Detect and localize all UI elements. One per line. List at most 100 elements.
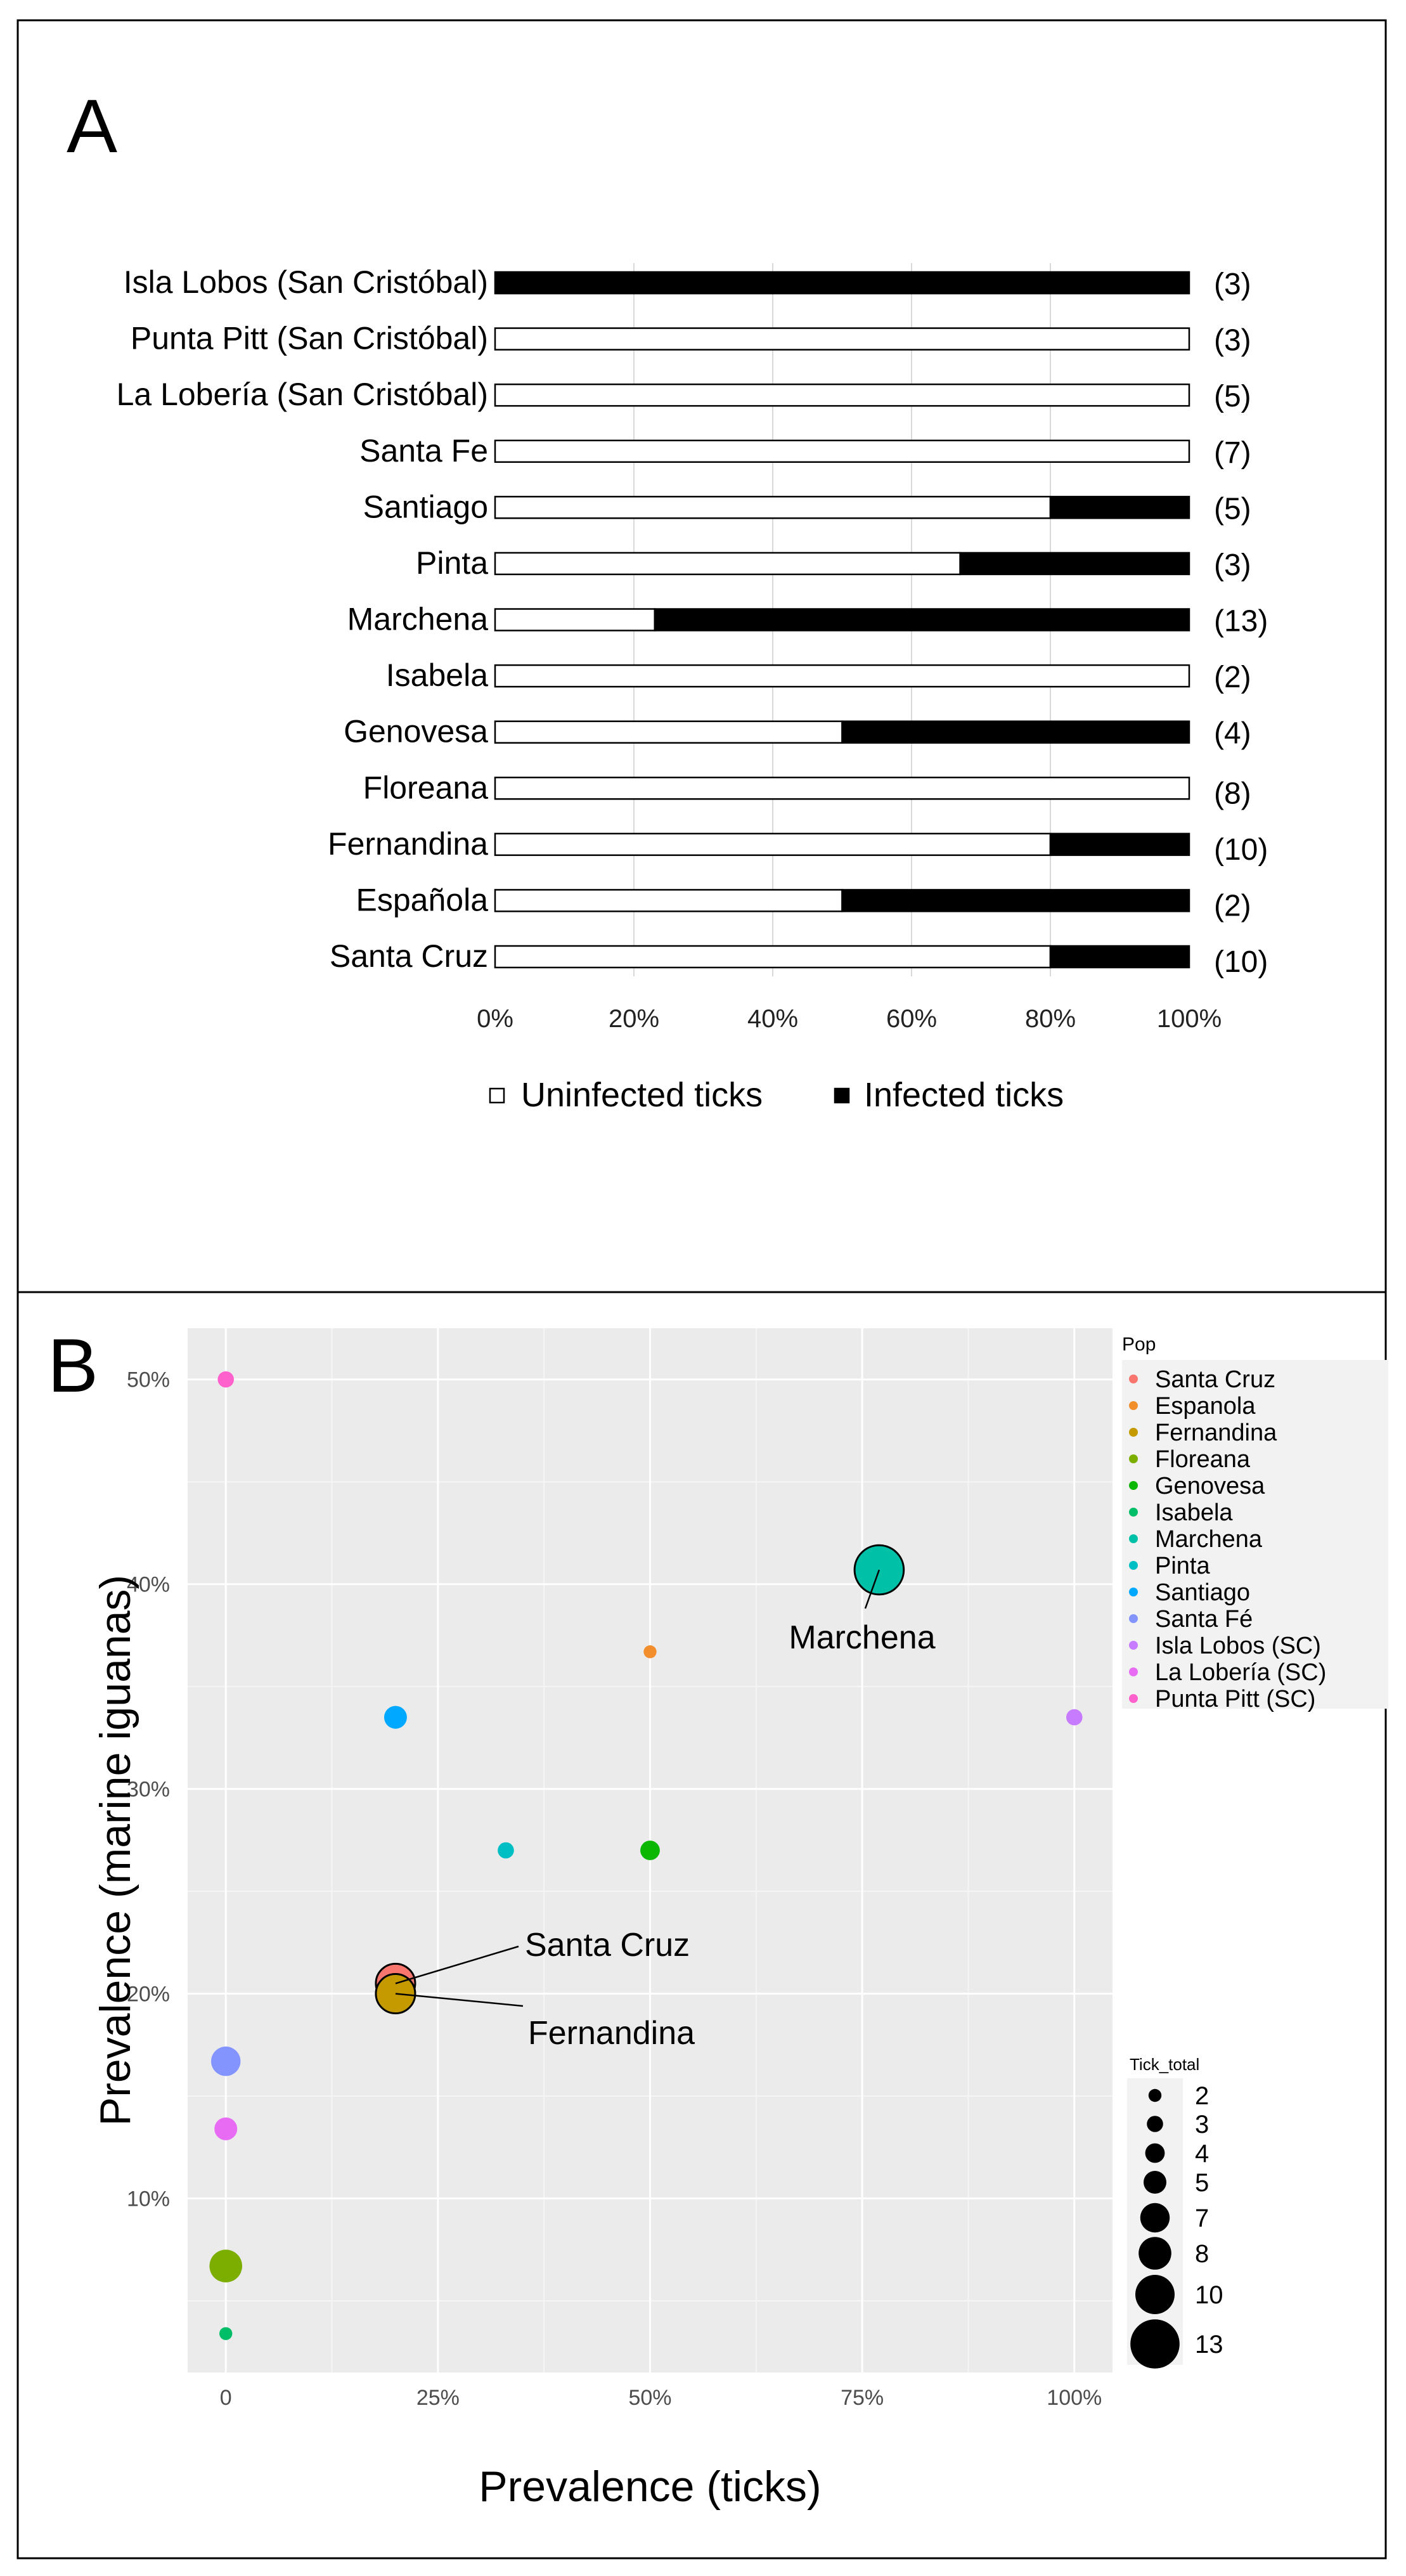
sample-size-label: (3) — [1214, 268, 1251, 301]
legend-color-key — [1129, 1401, 1138, 1410]
legend-swatch-infected — [834, 1087, 850, 1104]
bar-uninfected — [494, 496, 1052, 519]
legend-size-label: 8 — [1195, 2240, 1209, 2268]
bar-infected — [841, 889, 1190, 912]
panel-a-frame — [16, 19, 1387, 1293]
legend-title: Pop — [1122, 1334, 1156, 1355]
legend-color-key — [1129, 1428, 1138, 1437]
bar-infected — [959, 552, 1190, 576]
legend-size-key — [1148, 2088, 1162, 2102]
category-label: Santa Fe — [359, 433, 488, 469]
legend-size-label: 13 — [1195, 2331, 1223, 2359]
category-label: La Lobería (San Cristóbal) — [117, 377, 488, 412]
sample-size-label: (4) — [1214, 717, 1251, 751]
category-label: Floreana — [363, 770, 489, 805]
category-label: Fernandina — [328, 826, 488, 862]
data-point — [214, 2117, 238, 2140]
x-tick-label: 80% — [1025, 1005, 1076, 1033]
legend-size-label: 3 — [1195, 2111, 1209, 2139]
x-tick-label: 60% — [886, 1005, 937, 1033]
x-tick-label: 40% — [747, 1005, 798, 1033]
sample-size-label: (8) — [1214, 777, 1251, 810]
category-label: Marchena — [347, 602, 489, 637]
data-point — [217, 1371, 235, 1388]
annotation-label: Santa Cruz — [525, 1927, 690, 1964]
bar-infected — [494, 271, 1190, 295]
legend-label-uninfected: Uninfected ticks — [521, 1076, 763, 1114]
bar-uninfected — [494, 777, 1190, 800]
x-tick-label: 100% — [1157, 1005, 1222, 1033]
legend-color-key — [1129, 1481, 1138, 1490]
legend-color-key — [1129, 1667, 1138, 1676]
x-tick-label: 20% — [609, 1005, 659, 1033]
data-point — [219, 2327, 233, 2340]
data-point — [1066, 1709, 1083, 1726]
sample-size-label: (5) — [1214, 380, 1251, 413]
x-tick-label: 75% — [841, 2386, 884, 2410]
category-label: Isla Lobos (San Cristóbal) — [124, 264, 488, 300]
legend-color-label: Santiago — [1155, 1579, 1250, 1606]
legend-swatch-uninfected — [489, 1087, 505, 1104]
bar-uninfected — [494, 720, 843, 744]
bar-infected — [1049, 832, 1190, 857]
legend-size-label: 7 — [1195, 2204, 1209, 2232]
annotation-leader — [395, 1993, 524, 2007]
bar-uninfected — [494, 832, 1052, 857]
data-point — [211, 2046, 241, 2076]
bar-uninfected — [494, 327, 1190, 351]
legend-size-label: 10 — [1195, 2281, 1223, 2309]
bar-infected — [1049, 496, 1190, 519]
legend-size-label: 5 — [1195, 2169, 1209, 2197]
scatter-chart: 0 25% 50% 75% 100% 10% 20% 30% 40% 50% Prevalence … — [91, 1328, 1388, 2511]
x-tick-label: 0% — [477, 1005, 513, 1033]
legend-size-key — [1130, 2319, 1180, 2369]
legend-size-label: 4 — [1195, 2140, 1209, 2168]
legend-color-label: La Lobería (SC) — [1155, 1659, 1326, 1686]
legend-color-label: Espanola — [1155, 1393, 1256, 1420]
sample-size-label: (2) — [1214, 889, 1251, 922]
legend-color-label: Santa Fé — [1155, 1606, 1253, 1633]
category-label: Pinta — [416, 545, 488, 581]
legend-size-key — [1140, 2203, 1170, 2233]
bar-infected — [841, 720, 1190, 744]
legend-color-key — [1129, 1375, 1138, 1383]
legend-color-label: Santa Cruz — [1155, 1366, 1275, 1393]
y-tick-label: 20% — [127, 1983, 170, 2007]
category-label: Genovesa — [344, 714, 488, 749]
data-point — [640, 1841, 660, 1860]
category-label: Punta Pitt (San Cristóbal) — [131, 321, 488, 356]
sample-size-label: (3) — [1214, 548, 1251, 582]
legend-color-key — [1129, 1534, 1138, 1543]
bar-uninfected — [494, 608, 656, 631]
legend-color-key — [1129, 1588, 1138, 1596]
category-label: Isabela — [386, 657, 488, 693]
legend-size-key — [1135, 2275, 1175, 2314]
panel-b-letter: B — [48, 1323, 98, 1408]
category-label: Española — [356, 882, 489, 917]
data-point — [498, 1842, 514, 1859]
data-point — [209, 2249, 243, 2282]
sample-size-label: (13) — [1214, 605, 1268, 638]
legend-size-key — [1138, 2237, 1171, 2270]
bar-uninfected — [494, 664, 1190, 688]
x-axis-title: Prevalence (ticks) — [479, 2463, 821, 2511]
legend-size-key — [1144, 2171, 1166, 2194]
legend-color-key — [1129, 1694, 1138, 1703]
legend-size-key — [1145, 2143, 1165, 2163]
y-tick-label: 10% — [127, 2187, 170, 2211]
bar-uninfected — [494, 552, 961, 576]
legend-color-key — [1129, 1641, 1138, 1650]
bar-infected — [654, 608, 1190, 631]
stacked-bar-chart: 0% 20% 40% 60% 80% 100% Isla Lobos (San Cristó… — [117, 263, 1268, 1114]
x-tick-label: 25% — [416, 2386, 460, 2410]
legend-key-background — [1122, 1360, 1388, 1709]
category-label: Santa Cruz — [330, 938, 488, 974]
sample-size-label: (10) — [1214, 833, 1268, 867]
bar-uninfected — [494, 889, 843, 912]
legend-color-label: Genovesa — [1155, 1473, 1265, 1499]
data-point — [384, 1705, 407, 1729]
legend-color-label: Pinta — [1155, 1553, 1210, 1579]
legend-color-label: Floreana — [1155, 1446, 1251, 1473]
bar-uninfected — [494, 383, 1190, 407]
